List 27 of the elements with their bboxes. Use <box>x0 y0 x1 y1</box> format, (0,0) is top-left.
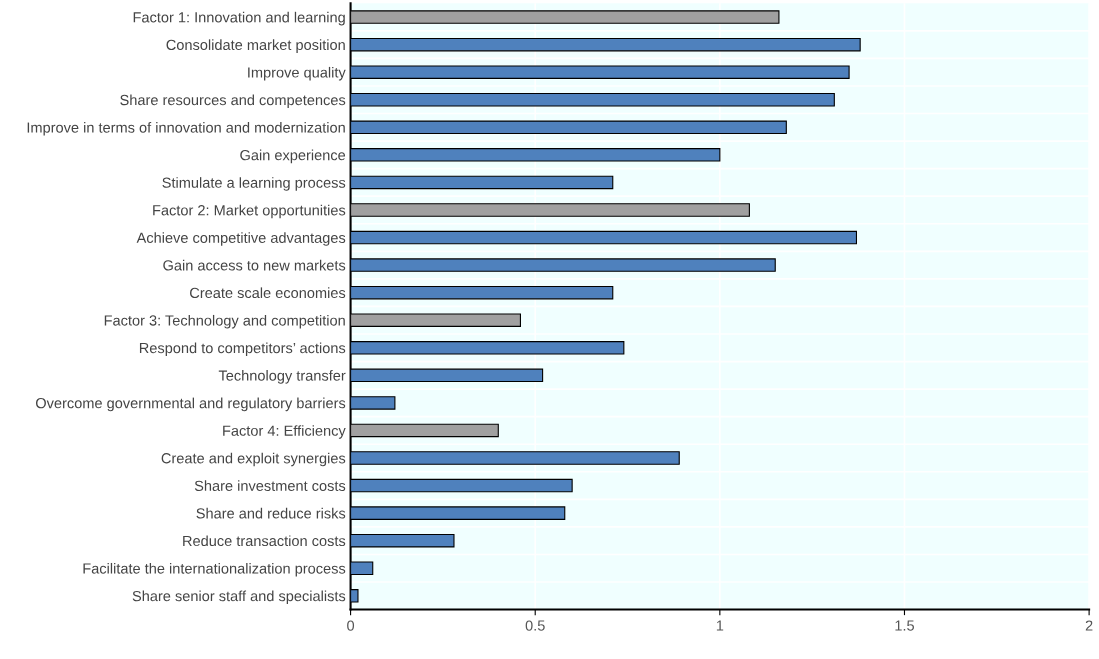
y-tick-label: Overcome governmental and regulatory barriers <box>35 397 346 412</box>
y-tick-label: Technology transfer <box>218 370 346 384</box>
y-tick-label: Gain experience <box>240 149 346 164</box>
x-tick-label: 0.5 <box>525 620 545 631</box>
y-tick-label: Share resources and competences <box>120 94 346 109</box>
y-tick-label: Consolidate market position <box>166 39 345 53</box>
x-tick-label: 1 <box>716 620 724 631</box>
x-tick-label: 0 <box>347 620 355 631</box>
y-tick-label: Factor 2: Market opportunities <box>153 204 346 219</box>
y-tick-label: Factor 3: Technology and competition <box>104 314 345 329</box>
y-tick-label: Create and exploit synergies <box>161 452 346 467</box>
x-tick-label: 2 <box>1085 620 1093 631</box>
y-tick-label: Share investment costs <box>194 480 346 491</box>
y-tick-label: Share senior staff and specialists <box>132 590 346 605</box>
y-tick-label: Facilitate the internationalization process <box>83 562 346 577</box>
y-tick-label: Improve in terms of innovation and modernization <box>27 122 345 136</box>
y-tick-label: Achieve competitive advantages <box>136 232 346 246</box>
y-tick-label: Improve quality <box>248 66 346 81</box>
y-tick-label: Respond to competitors’ actions <box>139 342 346 357</box>
y-tick-label: Factor 1: Innovation and learning <box>133 11 345 26</box>
y-tick-label: Gain access to new markets <box>163 259 346 271</box>
y-tick-label: Share and reduce risks <box>196 507 346 519</box>
y-tick-label: Reduce transaction costs <box>183 535 346 547</box>
y-tick-label: Factor 4: Efficiency <box>223 425 346 439</box>
y-tick-label: Stimulate a learning process <box>162 177 346 191</box>
x-tick-label: 1.5 <box>895 620 914 631</box>
y-tick-label: Create scale economies <box>190 287 346 299</box>
